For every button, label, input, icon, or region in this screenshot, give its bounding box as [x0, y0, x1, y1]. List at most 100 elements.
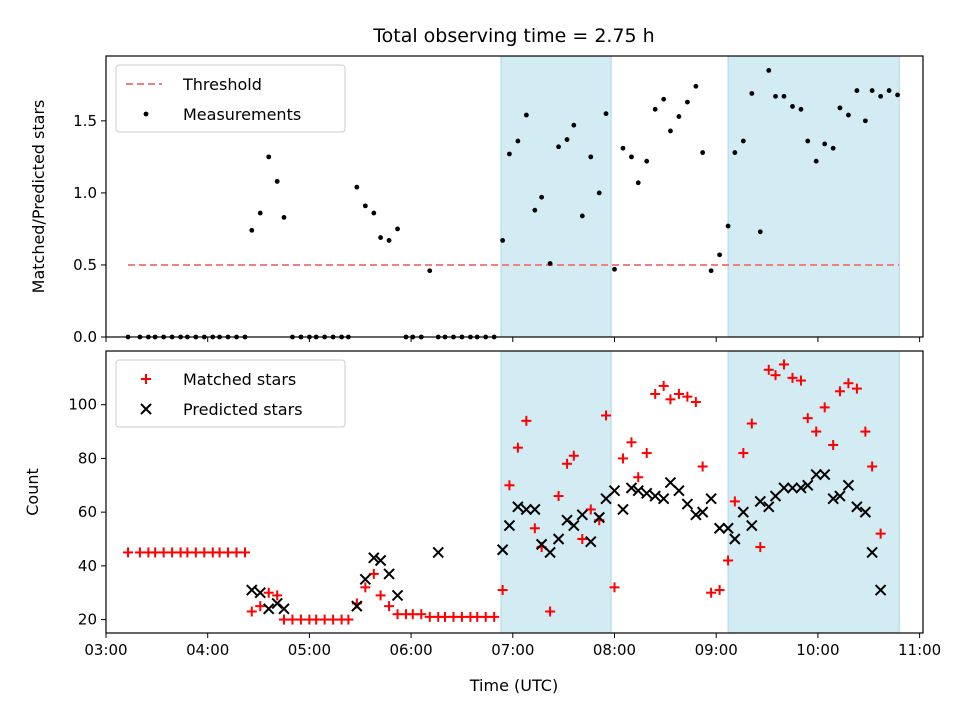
- bottom-series-predicted-stars-point-57: [859, 506, 872, 518]
- bottom-series-matched-stars-point-44: [480, 611, 491, 622]
- top-series-measurements-point-77: [749, 91, 755, 96]
- top-series-measurements-point-84: [805, 138, 811, 144]
- bottom-series-predicted-stars-point-12: [496, 544, 509, 556]
- bottom-series-predicted-stars-point-9-b: [383, 568, 395, 580]
- bottom-series-matched-stars-point-78: [755, 542, 766, 553]
- top-series-measurements-point-32: [386, 238, 392, 243]
- top-series-measurements-point-90: [854, 88, 860, 93]
- bottom-legend-entry-0-label: Matched stars: [183, 370, 296, 389]
- bottom-shaded-interval-0: [500, 350, 612, 634]
- bottom-series-predicted-stars-point-8-b: [374, 554, 387, 567]
- bottom-series-matched-stars-point-67: [665, 394, 676, 405]
- top-series-measurements-point-70: [693, 83, 699, 89]
- bottom-series-predicted-stars-point-39-b: [713, 522, 726, 534]
- x-tick-label: 06:00: [389, 641, 432, 659]
- top-series-measurements-point-75: [732, 150, 738, 155]
- bottom-series-matched-stars-point-93: [875, 528, 886, 539]
- bottom-series-matched-stars-point-65: [650, 388, 661, 399]
- top-series-measurements-point-85: [813, 158, 819, 164]
- bottom-series-predicted-stars-point-41-b: [729, 533, 741, 545]
- top-series-measurements-point-29: [362, 203, 368, 209]
- bottom-series-predicted-stars-point-45: [763, 501, 775, 513]
- bottom-series-predicted-stars-point-56-b: [851, 501, 863, 513]
- bottom-series-matched-stars-point-8: [190, 547, 201, 558]
- bottom-series-predicted-stars-point-9: [383, 568, 395, 580]
- top-series-measurements-point-16: [257, 210, 263, 216]
- bottom-series-predicted-stars-point-28: [625, 482, 638, 494]
- top-series-measurements-point-65: [652, 106, 658, 112]
- top-series-measurements-point-47: [507, 151, 512, 157]
- bottom-series-predicted-stars-point-42: [737, 506, 750, 518]
- bottom-series-predicted-stars-point-35: [681, 498, 694, 510]
- bottom-series-predicted-stars-point-26-b: [608, 484, 621, 497]
- top-series-measurements-point-57: [588, 154, 594, 160]
- bottom-series-predicted-stars-point-16: [529, 503, 541, 516]
- bottom-series-matched-stars-point-46: [497, 585, 508, 596]
- bottom-series-matched-stars-point-80: [770, 370, 781, 381]
- bottom-series-matched-stars-point-12: [223, 547, 234, 558]
- x-tick-label: 03:00: [84, 641, 127, 659]
- bottom-series-matched-stars-point-85: [811, 426, 822, 437]
- bottom-series-predicted-stars-point-7-b: [368, 552, 380, 564]
- top-legend-entry-1-swatch: [143, 111, 149, 117]
- bottom-series-matched-stars-point-77: [746, 418, 757, 429]
- bottom-series-matched-stars-point-54: [562, 458, 573, 469]
- bottom-series-matched-stars-point-75: [729, 496, 740, 507]
- bottom-series-predicted-stars-point-27: [617, 503, 629, 516]
- bottom-series-predicted-stars-point-1: [254, 587, 266, 599]
- bottom-series-matched-stars-point-57: [585, 504, 596, 515]
- bottom-series-predicted-stars-point-37-b: [696, 506, 709, 518]
- bottom-series-matched-stars-point-68: [673, 388, 684, 399]
- top-legend-entry-1-label: Measurements: [183, 105, 301, 124]
- bottom-series-matched-stars-point-27: [343, 614, 354, 625]
- x-tick-label: 10:00: [796, 641, 839, 659]
- bottom-series-matched-stars-point-36: [416, 609, 427, 620]
- bottom-series-matched-stars-point-4: [158, 547, 169, 558]
- chart-title: Total observing time = 2.75 h: [372, 25, 654, 47]
- bottom-series-matched-stars-point-31: [375, 590, 386, 601]
- top-legend: Threshold Measurements: [115, 64, 346, 133]
- top-series-measurements-point-66: [661, 96, 667, 102]
- bottom-series-predicted-stars-point-19-b: [552, 533, 565, 545]
- bottom-series-predicted-stars-point-24-b: [593, 511, 605, 524]
- bottom-series-matched-stars-point-19: [278, 614, 289, 625]
- top-series-measurements-point-62: [629, 154, 634, 160]
- bottom-series-matched-stars: [123, 359, 886, 625]
- top-series-measurements-point-46: [500, 238, 506, 243]
- x-tick-label: 05:00: [288, 641, 331, 659]
- bottom-series-predicted-stars-point-29-b: [632, 484, 644, 497]
- bottom-series-matched-stars-point-29: [360, 582, 371, 593]
- bottom-series-predicted-stars-point-45-b: [763, 501, 775, 513]
- bottom-series-matched-stars-point-15: [246, 606, 257, 617]
- bottom-series-predicted-stars-point-0: [246, 584, 258, 596]
- top-series-measurements-point-60: [612, 266, 617, 272]
- bottom-series-predicted-stars-point-12-b: [496, 544, 509, 556]
- bottom-series-matched-stars-point-60: [609, 582, 620, 593]
- bottom-series-predicted-stars-point-17-b: [535, 538, 548, 551]
- top-series-measurements-point-93: [878, 93, 884, 99]
- bottom-series-predicted-stars-point-58: [866, 546, 878, 559]
- bottom-series-matched-stars-point-61: [617, 453, 628, 464]
- bottom-series-matched-stars-point-23: [311, 614, 322, 625]
- top-series-measurements-point-80: [773, 93, 778, 99]
- bottom-series-predicted-stars-point-52: [818, 468, 831, 481]
- bottom-series-matched-stars-point-37: [424, 611, 435, 622]
- bottom-series-predicted-stars-point-50-b: [802, 479, 814, 491]
- x-tick-label: 04:00: [186, 641, 229, 659]
- top-series-measurements-point-61: [620, 145, 626, 151]
- top-series-measurements-point-54: [564, 137, 570, 142]
- bottom-series-predicted-stars-point-56: [851, 501, 863, 513]
- bottom-series-predicted-stars-point-19: [552, 533, 565, 545]
- bottom-series-matched-stars-point-1: [134, 547, 145, 558]
- bottom-series-matched-stars-point-47: [504, 480, 515, 491]
- bottom-series-predicted-stars-point-11: [432, 546, 444, 559]
- bottom-series-predicted-stars-point-40: [722, 522, 734, 534]
- bottom-series-matched-stars-point-66: [658, 380, 669, 391]
- bottom-series-predicted-stars: [246, 468, 887, 615]
- bottom-series-matched-stars-point-81: [779, 359, 790, 370]
- bottom-series-predicted-stars-point-39: [713, 522, 726, 534]
- bottom-series-predicted-stars-point-10: [391, 589, 404, 602]
- top-series-measurements-point-92: [869, 88, 875, 93]
- bottom-series-predicted-stars-point-36: [690, 509, 702, 521]
- top-shaded-interval-0: [500, 55, 612, 338]
